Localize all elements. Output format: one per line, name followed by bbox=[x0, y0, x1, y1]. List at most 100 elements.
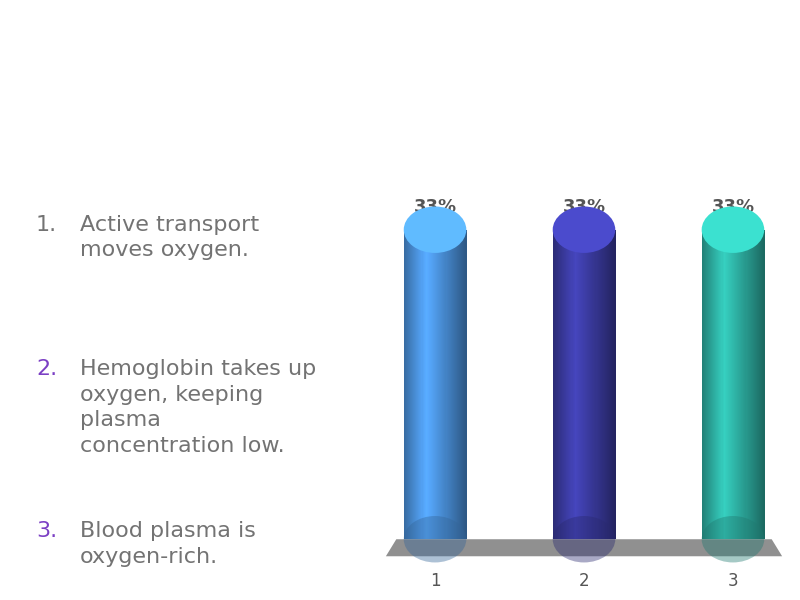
Bar bbox=[405, 230, 406, 539]
Bar bbox=[726, 230, 728, 539]
Bar bbox=[462, 230, 463, 539]
Bar bbox=[574, 230, 575, 539]
Polygon shape bbox=[386, 539, 782, 556]
Ellipse shape bbox=[553, 516, 615, 562]
Bar bbox=[438, 230, 439, 539]
Bar bbox=[426, 230, 427, 539]
Bar bbox=[439, 230, 441, 539]
Bar bbox=[738, 230, 739, 539]
Bar bbox=[743, 230, 745, 539]
Bar bbox=[442, 230, 444, 539]
Bar bbox=[563, 230, 565, 539]
Bar bbox=[723, 230, 725, 539]
Text: is rapid because:: is rapid because: bbox=[233, 113, 567, 146]
Bar bbox=[457, 230, 458, 539]
Bar bbox=[590, 230, 591, 539]
Bar bbox=[413, 230, 414, 539]
Bar bbox=[749, 230, 750, 539]
Bar bbox=[591, 230, 593, 539]
Bar bbox=[753, 230, 754, 539]
Bar bbox=[450, 230, 452, 539]
Bar bbox=[581, 230, 582, 539]
Bar bbox=[460, 230, 462, 539]
Bar bbox=[754, 230, 755, 539]
Bar bbox=[740, 230, 742, 539]
Bar bbox=[571, 230, 573, 539]
Ellipse shape bbox=[404, 206, 466, 253]
Bar bbox=[610, 230, 611, 539]
Bar bbox=[711, 230, 713, 539]
Bar bbox=[601, 230, 602, 539]
Text: Active transport
moves oxygen.: Active transport moves oxygen. bbox=[80, 215, 259, 260]
Bar bbox=[602, 230, 603, 539]
Bar bbox=[416, 230, 418, 539]
Bar bbox=[560, 230, 562, 539]
Bar bbox=[588, 230, 590, 539]
Text: Diffusion of O₂ from lungs to blood: Diffusion of O₂ from lungs to blood bbox=[58, 40, 742, 74]
Bar bbox=[412, 230, 414, 539]
Bar bbox=[707, 230, 708, 539]
Bar bbox=[709, 230, 710, 539]
Bar bbox=[411, 230, 412, 539]
Bar bbox=[598, 230, 599, 539]
Bar bbox=[430, 230, 431, 539]
Bar bbox=[580, 230, 581, 539]
Bar bbox=[614, 230, 615, 539]
Bar bbox=[559, 230, 560, 539]
Bar bbox=[419, 230, 421, 539]
Bar bbox=[757, 230, 758, 539]
Bar bbox=[721, 230, 722, 539]
Bar bbox=[761, 230, 762, 539]
Bar bbox=[706, 230, 707, 539]
Text: Hemoglobin takes up
oxygen, keeping
plasma
concentration low.: Hemoglobin takes up oxygen, keeping plas… bbox=[80, 359, 316, 456]
Bar bbox=[555, 230, 556, 539]
Bar bbox=[461, 230, 462, 539]
Bar bbox=[409, 230, 410, 539]
Bar bbox=[729, 230, 730, 539]
Bar bbox=[455, 230, 456, 539]
Bar bbox=[710, 230, 711, 539]
Bar bbox=[732, 230, 734, 539]
Bar bbox=[760, 230, 762, 539]
Bar bbox=[747, 230, 749, 539]
Bar bbox=[446, 230, 447, 539]
Bar bbox=[408, 230, 410, 539]
Bar bbox=[568, 230, 570, 539]
Bar bbox=[605, 230, 606, 539]
Bar bbox=[428, 230, 429, 539]
Bar bbox=[750, 230, 752, 539]
Bar bbox=[704, 230, 705, 539]
Bar bbox=[718, 230, 720, 539]
Bar bbox=[755, 230, 756, 539]
Bar bbox=[712, 230, 714, 539]
Text: 1.: 1. bbox=[36, 215, 57, 235]
Bar bbox=[582, 230, 583, 539]
Bar bbox=[746, 230, 747, 539]
Bar bbox=[584, 230, 586, 539]
Bar bbox=[719, 230, 721, 539]
Bar bbox=[422, 230, 423, 539]
Bar bbox=[600, 230, 601, 539]
Bar bbox=[606, 230, 607, 539]
Bar bbox=[750, 230, 751, 539]
Bar bbox=[432, 230, 434, 539]
Bar bbox=[437, 230, 438, 539]
Bar bbox=[608, 230, 610, 539]
Bar bbox=[443, 230, 445, 539]
Bar bbox=[464, 230, 466, 539]
Bar bbox=[573, 230, 574, 539]
Bar bbox=[730, 230, 731, 539]
Bar bbox=[404, 230, 405, 539]
Bar bbox=[558, 230, 559, 539]
Bar bbox=[557, 230, 558, 539]
Bar bbox=[726, 230, 727, 539]
Bar bbox=[456, 230, 458, 539]
Bar bbox=[583, 230, 584, 539]
Bar bbox=[595, 230, 597, 539]
Bar bbox=[585, 230, 586, 539]
Bar bbox=[728, 230, 729, 539]
Bar bbox=[445, 230, 446, 539]
Bar bbox=[598, 230, 600, 539]
Bar bbox=[702, 230, 704, 539]
Bar bbox=[450, 230, 451, 539]
